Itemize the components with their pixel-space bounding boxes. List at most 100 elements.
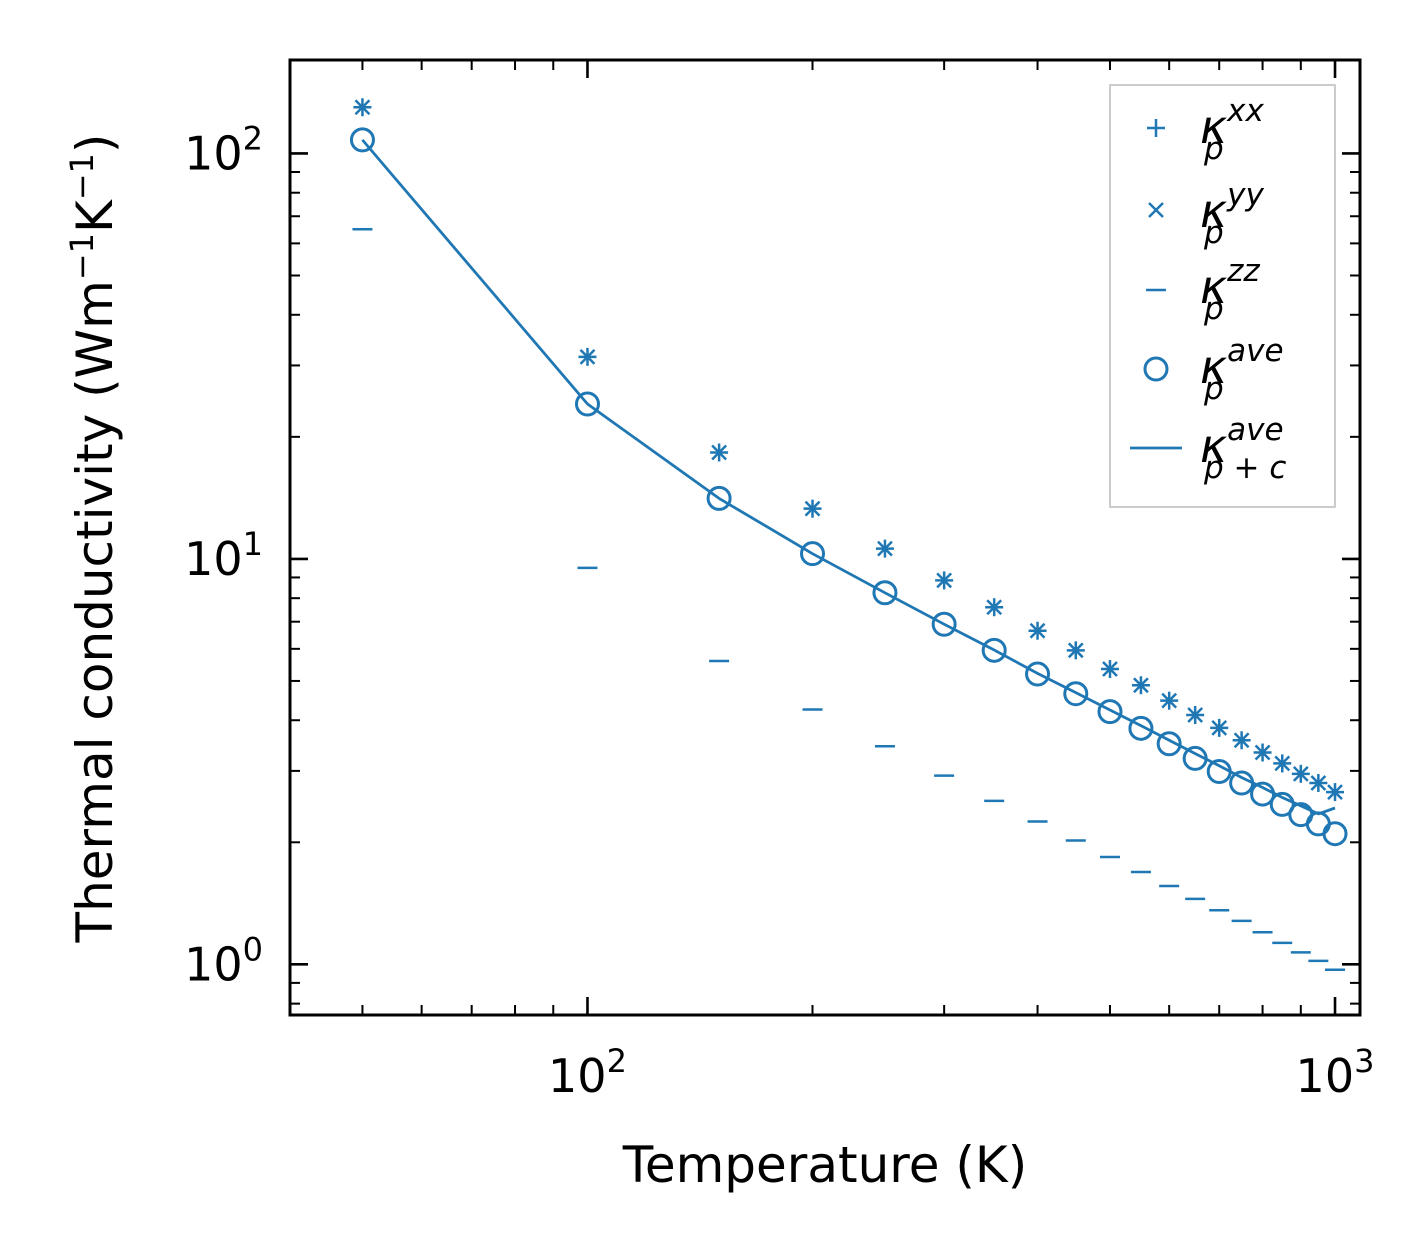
data-point-yy [354,99,371,116]
legend-label-ave-sup: ave [1227,333,1283,369]
data-point-ave [1269,791,1295,817]
data-point-yy [1211,719,1228,736]
legend-label-yy-base: κ [1200,184,1227,238]
legend-label-xx-sub: p [1203,131,1224,167]
legend-box [1109,84,1336,508]
data-point-yy-d2 [711,444,727,461]
legend-label-pc-ave-sub: p + c [1203,450,1286,486]
data-point-yy-d2 [1310,775,1327,791]
y-axis-title-exp2: −1 [63,153,101,200]
data-point-yy-d2 [1254,744,1271,761]
series-line-pc-ave [361,138,1336,816]
data-point-yy-d2 [877,540,893,557]
data-point-ave [931,611,957,637]
legend-marker-xx [1147,119,1165,137]
data-point-ave [1182,745,1208,771]
y-tick-label-base: 10 [184,532,243,586]
data-point-yy-d2 [1133,677,1149,694]
legend-label-zz-sub: p [1203,291,1224,327]
plot-frame [288,58,1362,1017]
data-point-ave [1206,758,1232,784]
data-point-yy [1187,707,1204,723]
legend-label-ave-sub: p [1203,371,1224,407]
data-point-yy [1292,765,1309,782]
y-tick-label-base: 10 [184,126,243,180]
y-tick-label-exp: 0 [243,930,263,968]
data-point-yy-d2 [354,99,371,116]
x-tick-label-exp: 3 [1354,1042,1374,1080]
axis-ticks [289,60,1360,1015]
data-point-yy [1133,677,1149,694]
legend-label-xx: κxx p [1200,93,1264,167]
legend-label-xx-sup: xx [1226,93,1264,129]
y-tick-label-exp: 1 [243,525,263,563]
data-point-yy [877,540,893,557]
data-point-yy-d2 [1292,765,1309,782]
y-axis-title-suffix: ) [66,134,124,154]
data-point-ave [1156,731,1182,757]
series-zz [352,228,1346,971]
y-tick-label: 102 [184,119,263,180]
legend-label-pc-ave: κave p + c [1200,412,1286,486]
data-point-yy-d2 [1327,784,1343,800]
legend-label-yy-sub: p [1203,215,1224,251]
x-tick-label-exp: 2 [607,1042,627,1080]
data-point-ave [574,391,600,417]
data-point-ave [1063,681,1089,707]
y-axis-title-mid: K [66,199,124,233]
data-point-ave [1322,821,1348,847]
data-point-yy [1327,784,1343,800]
data-point-yy [986,599,1003,616]
data-point-yy [579,348,596,365]
x-tick-label: 103 [1296,1042,1375,1103]
data-point-yy [1161,692,1178,709]
data-point-yy [1274,755,1291,772]
legend-label-zz: κzz p [1200,253,1260,327]
data-point-ave [706,485,732,511]
x-tick-label-base: 10 [1296,1049,1355,1103]
x-axis-title: Temperature (K) [622,1136,1027,1194]
x-tick-label: 102 [548,1042,627,1103]
data-point-yy [1029,622,1046,639]
data-point-ave [800,541,826,567]
series-ave [349,127,1348,847]
data-point-yy-d2 [804,500,821,517]
legend-label-pc-ave-sup: ave [1227,412,1283,448]
data-point-yy [711,444,727,461]
data-point-yy [1233,732,1250,749]
data-point-yy-d2 [1233,732,1250,749]
data-series [349,98,1348,971]
legend-label-zz-sup: zz [1226,253,1260,289]
data-point-yy [1067,642,1084,659]
y-tick-label: 100 [184,930,263,991]
y-axis-title-exp1: −1 [63,233,101,280]
legend-marker-ave [1143,356,1169,382]
legend-marker-yy-d2 [1148,202,1164,218]
data-point-ave [349,127,375,153]
data-point-yy-d2 [579,348,596,365]
data-point-yy [936,572,953,589]
y-axis-title-prefix: Thermal conductivity (Wm [66,280,124,943]
data-point-yy-d2 [936,572,953,589]
y-tick-label-base: 10 [184,937,243,991]
series-yy [354,99,1343,800]
data-point-yy [1254,744,1271,761]
data-point-ave [981,637,1007,663]
legend-label-yy: κyy p [1200,177,1264,251]
data-point-yy [804,500,821,517]
legend-label-xx-base: κ [1200,100,1227,154]
legend-label-pc-ave-base: κ [1200,419,1227,473]
data-point-yy [1102,661,1118,677]
legend-markers [1130,119,1182,450]
legend-marker-yy [1148,202,1164,218]
data-point-ave [1097,699,1123,725]
x-tick-label-base: 10 [548,1049,607,1103]
data-point-yy-d2 [1161,692,1178,709]
data-point-ave [1025,661,1051,687]
data-point-yy-d2 [1187,707,1204,723]
data-point-yy-d2 [1029,622,1046,639]
y-tick-label: 101 [184,525,263,586]
data-point-yy-d2 [1067,642,1084,659]
